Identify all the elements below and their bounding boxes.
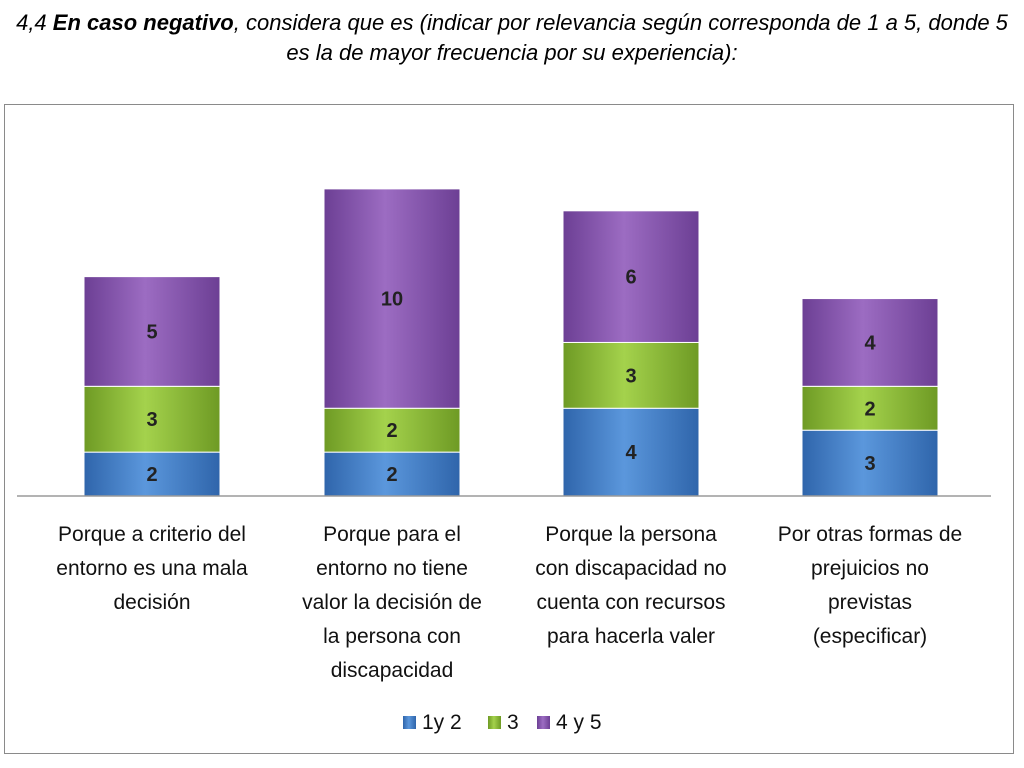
bar-segment [801, 429, 939, 497]
data-label: 3 [864, 453, 875, 475]
bar-segment [323, 451, 461, 497]
bar-segment [323, 407, 461, 453]
legend-swatch [537, 716, 550, 729]
data-label: 2 [386, 420, 397, 442]
legend-swatch [488, 716, 501, 729]
heading-bold-text: En caso negativo [52, 10, 234, 35]
data-label: 2 [146, 464, 157, 486]
stacked-bar-chart: 2 3 5 2 2 10 4 3 6 3 2 4 Porque a criterio del entor… [17, 188, 991, 734]
heading-number: 4,4 [16, 10, 47, 35]
category-tick-label: valor la decisión de [302, 591, 482, 614]
legend-entry: 1y 2 [422, 711, 462, 734]
heading-rest-text: , considera que es (indicar por relevanc… [233, 10, 1008, 65]
category-tick-label: la persona con [323, 625, 461, 648]
bar-segment [83, 451, 221, 497]
data-label: 5 [146, 321, 157, 343]
legend-entry: 3 [507, 711, 519, 734]
category-tick-label: entorno es una mala [56, 557, 248, 580]
chart-frame: 2 3 5 2 2 10 4 3 6 3 2 4 Porque a criterio del entor… [4, 104, 1014, 754]
category-tick-label: para hacerla valer [547, 625, 715, 648]
data-label: 2 [864, 398, 875, 420]
category-tick-label: cuenta con recursos [536, 591, 725, 614]
category-tick-label: Porque a criterio del [58, 523, 246, 546]
bar-segment [83, 276, 221, 387]
bar-segment [323, 188, 461, 409]
data-label: 4 [864, 332, 876, 354]
category-tick-label: Porque para el [323, 523, 461, 546]
category-tick-label: decisión [113, 591, 190, 614]
category-tick-label: prejuicios no [811, 557, 929, 580]
legend-swatch [403, 716, 416, 729]
category-tick-label: Por otras formas de [778, 523, 962, 546]
data-label: 10 [381, 289, 403, 311]
bar-segment [562, 341, 700, 409]
data-label: 6 [625, 267, 636, 289]
category-tick-label: Porque la persona [545, 523, 717, 546]
data-label: 2 [386, 464, 397, 486]
category-tick-label: con discapacidad no [535, 557, 726, 580]
legend-entry: 4 y 5 [556, 711, 602, 734]
bar-segment [562, 210, 700, 343]
category-tick-label: discapacidad [331, 659, 454, 682]
bar-segment [83, 385, 221, 453]
category-tick-label: entorno no tiene [316, 557, 468, 580]
data-label: 4 [625, 442, 637, 464]
category-tick-label: previstas [828, 591, 912, 614]
data-label: 3 [146, 409, 157, 431]
page-heading: 4,4 En caso negativo, considera que es (… [10, 8, 1014, 68]
data-label: 3 [625, 365, 636, 387]
bar-segment [801, 298, 939, 387]
category-tick-label: (especificar) [813, 625, 927, 648]
bar-segment [801, 385, 939, 431]
